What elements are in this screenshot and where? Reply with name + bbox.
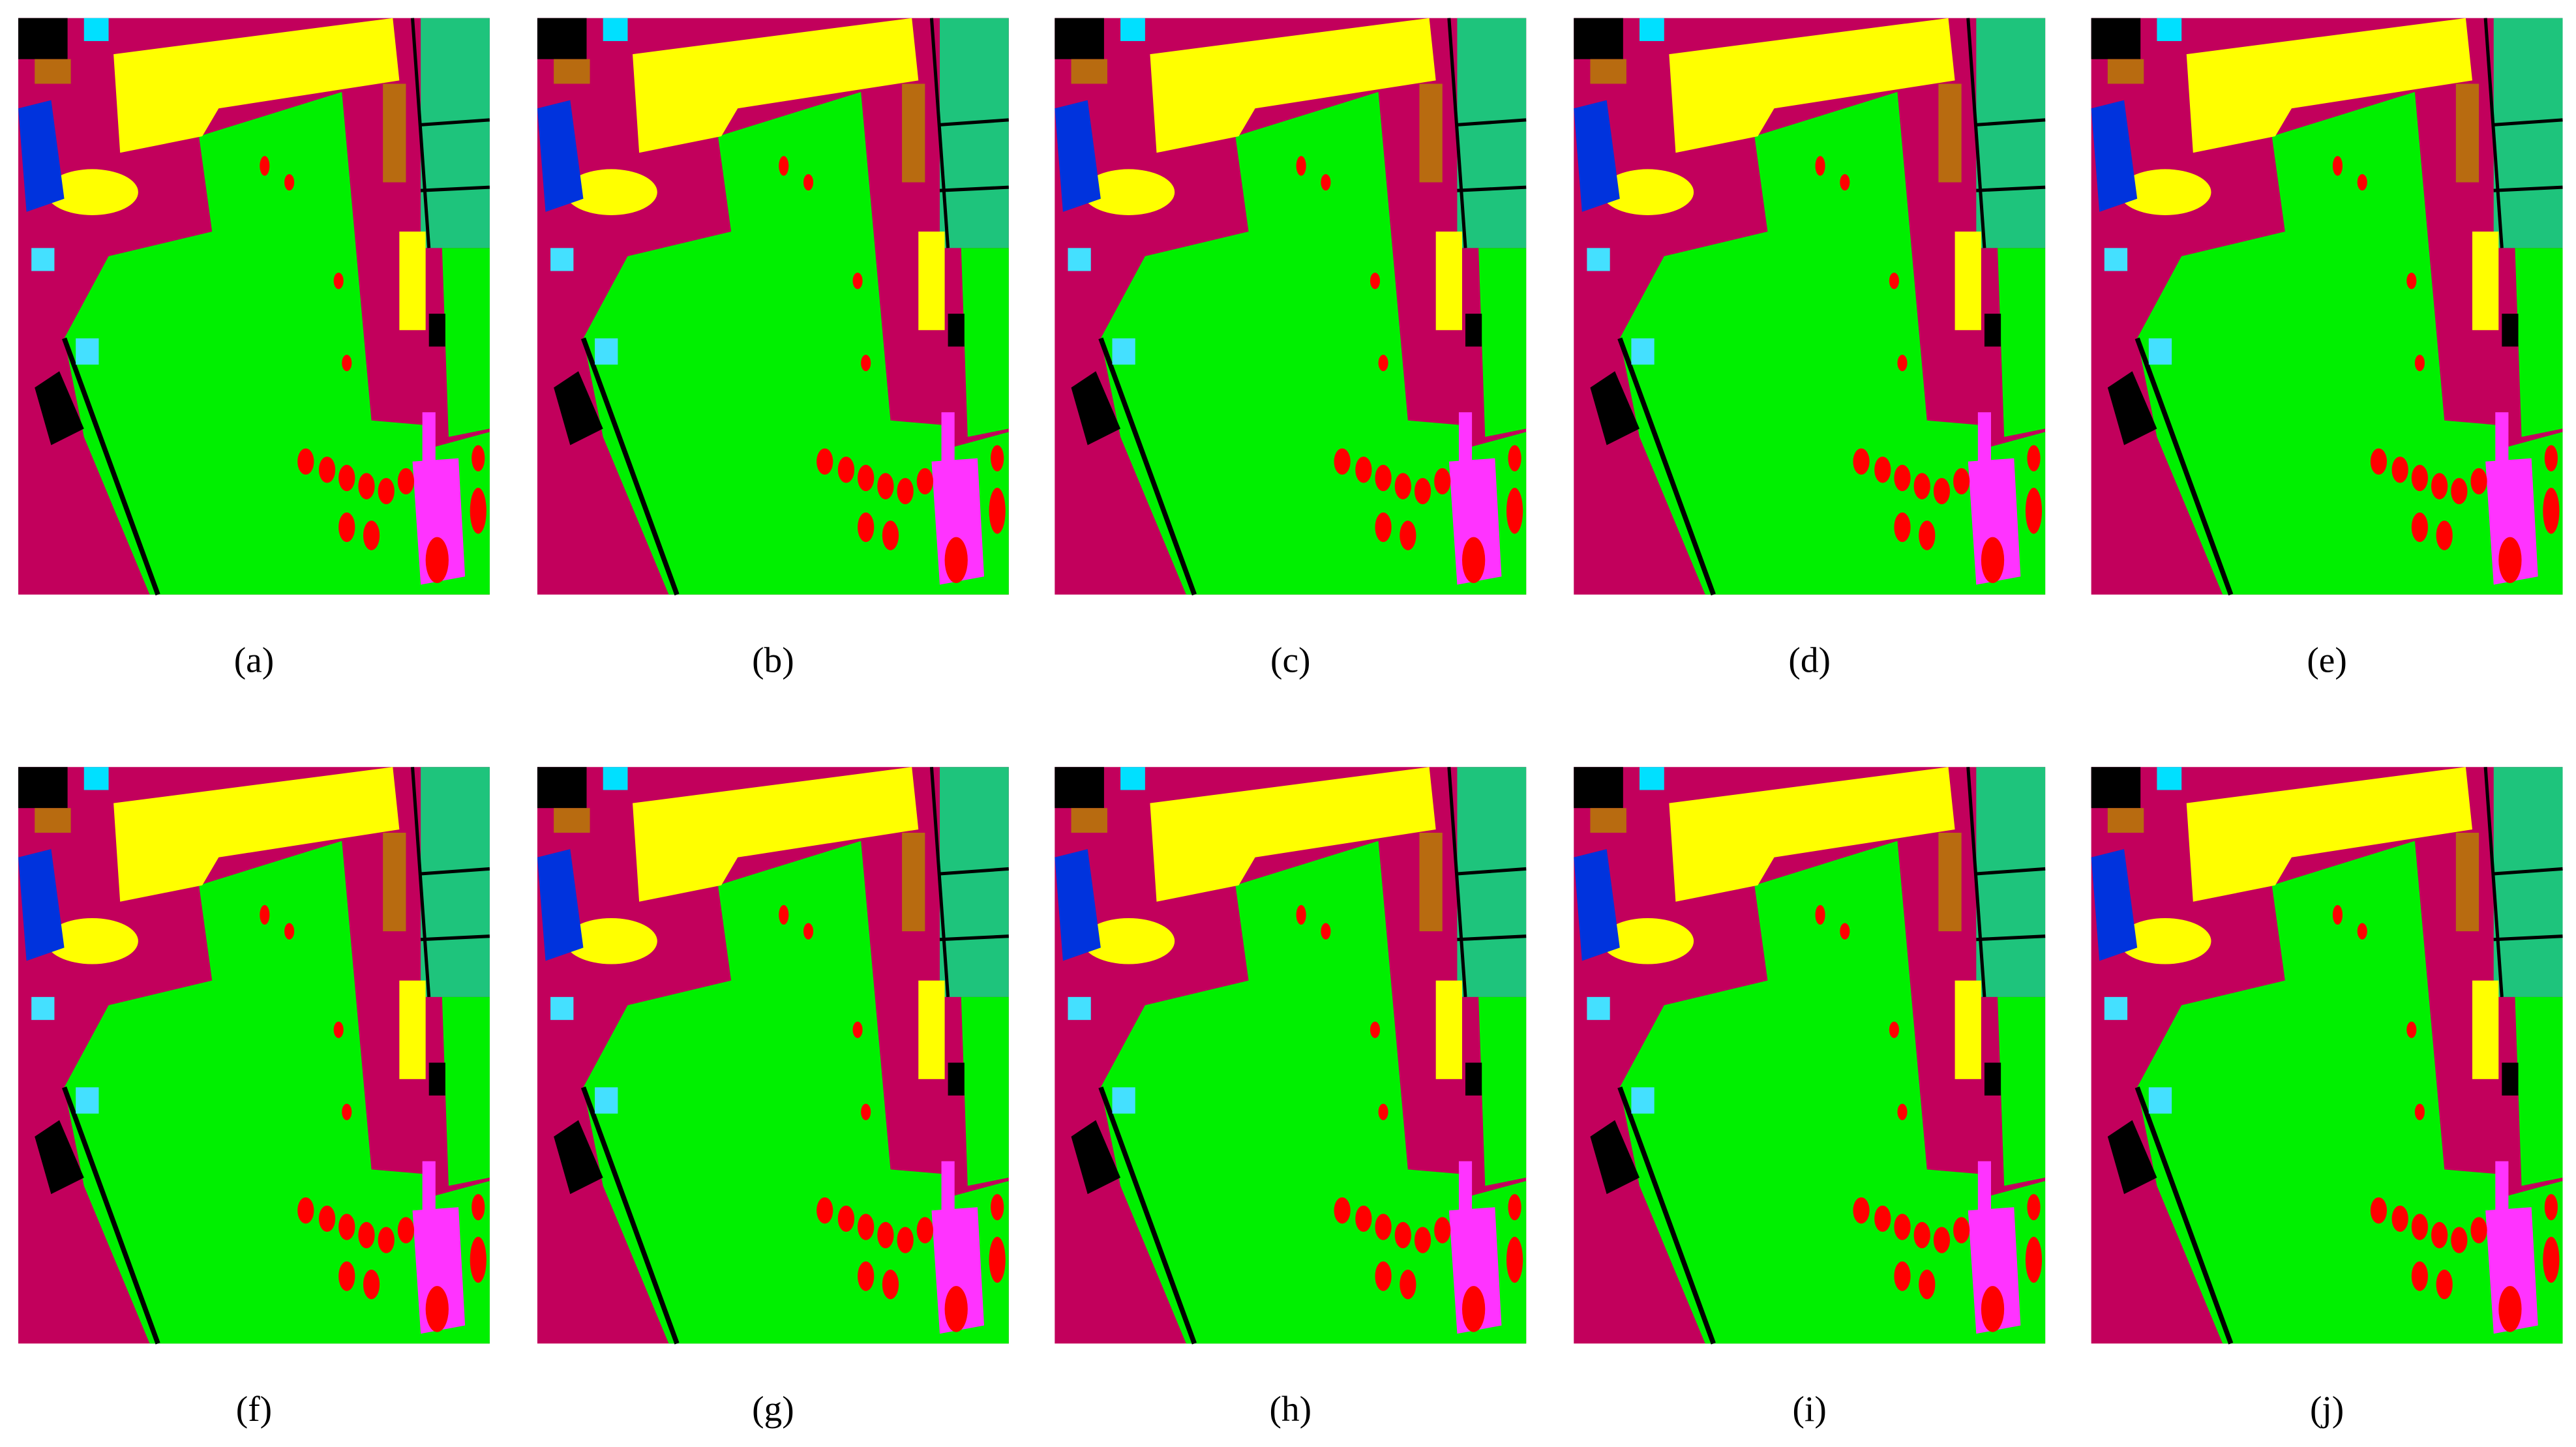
panel-label: (f): [236, 1389, 272, 1429]
classification-map: [1574, 767, 2045, 1343]
classification-map: [18, 18, 490, 595]
panel-label: (h): [1269, 1389, 1311, 1429]
classification-map: [1055, 18, 1526, 595]
panel-label: (i): [1793, 1389, 1827, 1429]
panel-label: (j): [2310, 1389, 2344, 1429]
panel-label: (a): [234, 640, 275, 679]
classification-map: [1574, 18, 2045, 595]
classification-map: [537, 767, 1009, 1343]
panel-label: (d): [1788, 640, 1831, 679]
panel-label: (b): [752, 640, 794, 679]
panel-label: (e): [2307, 640, 2347, 679]
panel-label: (g): [752, 1389, 794, 1429]
classification-map: [18, 767, 490, 1343]
classification-map: [2091, 18, 2563, 595]
classification-map: [1055, 767, 1526, 1343]
classification-map: [537, 18, 1009, 595]
panel-label: (c): [1270, 640, 1310, 679]
classification-map: [2091, 767, 2563, 1343]
